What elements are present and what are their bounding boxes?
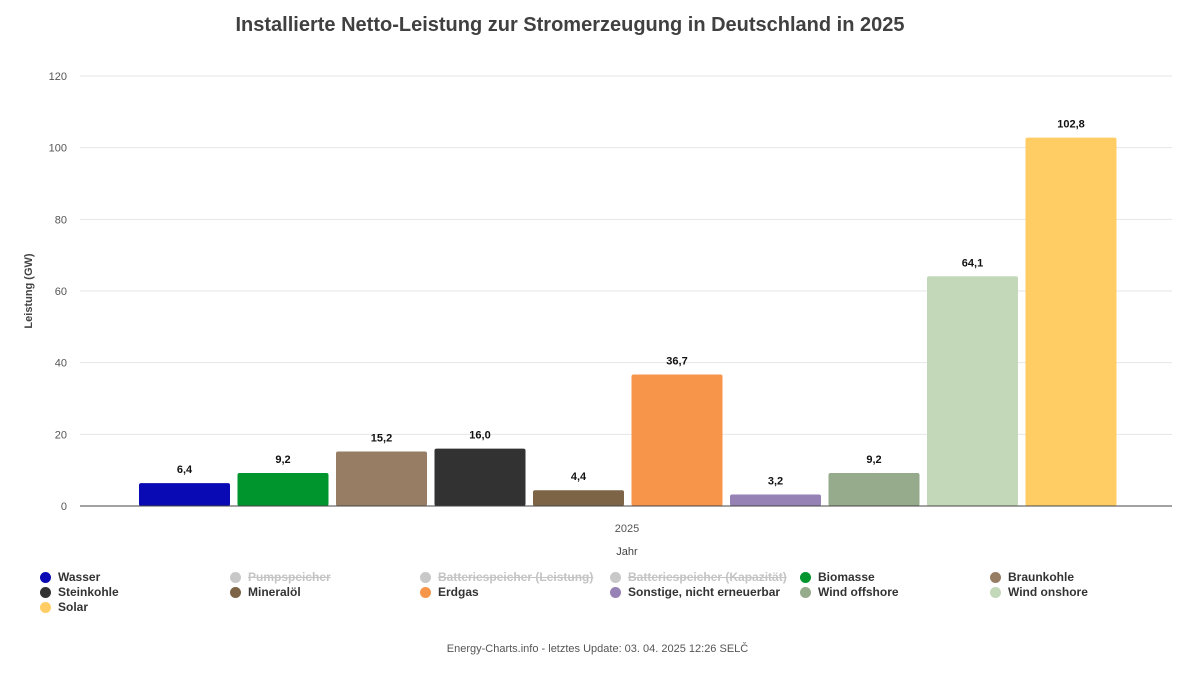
legend-label: Erdgas bbox=[438, 585, 479, 599]
y-tick-label: 100 bbox=[49, 143, 67, 155]
legend-item[interactable]: Wind onshore bbox=[990, 585, 1180, 599]
bar-steinkohle[interactable] bbox=[434, 448, 526, 506]
data-label: 9,2 bbox=[275, 454, 290, 466]
legend-item[interactable]: Solar bbox=[40, 600, 230, 614]
bar-wasser[interactable] bbox=[139, 483, 230, 506]
legend-label: Batteriespeicher (Kapazität) bbox=[628, 570, 787, 584]
data-label: 15,2 bbox=[371, 433, 392, 445]
legend-marker-icon bbox=[610, 571, 621, 583]
data-label: 36,7 bbox=[666, 355, 687, 367]
bar-erdgas[interactable] bbox=[631, 374, 723, 506]
legend-label: Wasser bbox=[58, 570, 101, 584]
bar-solar[interactable] bbox=[1025, 137, 1117, 506]
legend-marker-icon bbox=[610, 586, 621, 598]
x-category-label: 2025 bbox=[615, 523, 639, 535]
chart-title: Installierte Netto-Leistung zur Stromerz… bbox=[235, 14, 905, 36]
legend-item[interactable]: Mineralöl bbox=[230, 585, 420, 599]
y-axis-title: Leistung (GW) bbox=[23, 253, 35, 328]
legend-item[interactable]: Batteriespeicher (Kapazität) bbox=[610, 570, 800, 584]
legend-label: Sonstige, nicht erneuerbar bbox=[628, 585, 781, 599]
y-tick-label: 20 bbox=[55, 429, 67, 441]
legend-item[interactable]: Wasser bbox=[40, 570, 230, 584]
legend-item[interactable]: Biomasse bbox=[800, 570, 990, 584]
data-label: 6,4 bbox=[177, 464, 193, 476]
bar-biomasse[interactable] bbox=[237, 473, 329, 506]
legend-label: Steinkohle bbox=[58, 585, 119, 599]
legend-label: Biomasse bbox=[818, 570, 875, 584]
legend-item[interactable]: Pumpspeicher bbox=[230, 570, 420, 584]
bar-wind-offshore[interactable] bbox=[828, 473, 920, 506]
legend-marker-icon bbox=[230, 571, 241, 583]
y-tick-label: 0 bbox=[61, 501, 67, 513]
legend-marker-icon bbox=[40, 586, 51, 598]
legend-marker-icon bbox=[40, 571, 51, 583]
data-label: 64,1 bbox=[962, 257, 983, 269]
legend-label: Batteriespeicher (Leistung) bbox=[438, 570, 594, 584]
legend-marker-icon bbox=[230, 586, 241, 598]
legend-marker-icon bbox=[990, 571, 1001, 583]
legend-marker-icon bbox=[40, 601, 51, 613]
legend-item[interactable]: Batteriespeicher (Leistung) bbox=[420, 570, 610, 584]
legend-marker-icon bbox=[990, 586, 1001, 598]
legend-label: Solar bbox=[58, 600, 89, 614]
bar-braunkohle[interactable] bbox=[336, 451, 427, 506]
legend-marker-icon bbox=[420, 586, 431, 598]
data-label: 102,8 bbox=[1057, 119, 1085, 131]
y-tick-label: 40 bbox=[55, 358, 67, 370]
y-tick-label: 60 bbox=[55, 286, 67, 298]
x-axis-title: Jahr bbox=[616, 546, 638, 558]
footer-update-note: Energy-Charts.info - letztes Update: 03.… bbox=[446, 643, 749, 655]
bar-mineralöl[interactable] bbox=[533, 490, 624, 506]
legend-item[interactable]: Steinkohle bbox=[40, 585, 230, 599]
data-label: 3,2 bbox=[768, 476, 783, 488]
legend-item[interactable]: Erdgas bbox=[420, 585, 610, 599]
data-label: 4,4 bbox=[571, 471, 587, 483]
data-label: 16,0 bbox=[469, 430, 490, 442]
legend-item[interactable]: Wind offshore bbox=[800, 585, 990, 599]
legend: Wasser Pumpspeicher Batteriespeicher (Leis… bbox=[40, 570, 1180, 614]
legend-item[interactable]: Sonstige, nicht erneuerbar bbox=[610, 585, 800, 599]
legend-label: Pumpspeicher bbox=[248, 570, 331, 584]
legend-label: Wind onshore bbox=[1008, 585, 1088, 599]
legend-label: Wind offshore bbox=[818, 585, 899, 599]
bar-wind-onshore[interactable] bbox=[927, 276, 1018, 506]
chart-plot: 0 20 40 60 80 100 120 6,4 9,2 15,2 16,0 4,4 36,7 3,2… bbox=[23, 71, 1172, 558]
legend-marker-icon bbox=[800, 586, 811, 598]
legend-marker-icon bbox=[420, 571, 431, 583]
legend-label: Mineralöl bbox=[248, 585, 301, 599]
legend-label: Braunkohle bbox=[1008, 570, 1075, 584]
legend-marker-icon bbox=[800, 571, 811, 583]
data-label: 9,2 bbox=[866, 454, 881, 466]
bar-sonstige-nicht-erneuerbar[interactable] bbox=[730, 494, 821, 506]
y-tick-label: 120 bbox=[49, 71, 67, 83]
legend-item[interactable]: Braunkohle bbox=[990, 570, 1180, 584]
y-tick-label: 80 bbox=[55, 214, 67, 226]
